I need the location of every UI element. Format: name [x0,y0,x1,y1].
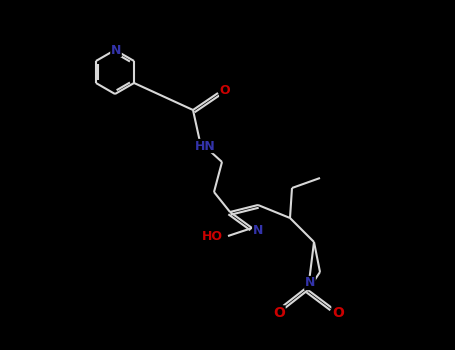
Text: O: O [220,84,230,97]
Text: N: N [111,43,121,56]
Text: N: N [305,276,315,289]
Text: O: O [273,306,285,320]
Text: HN: HN [195,140,215,153]
Text: N: N [253,224,263,237]
Text: O: O [332,306,344,320]
Text: HO: HO [202,231,222,244]
